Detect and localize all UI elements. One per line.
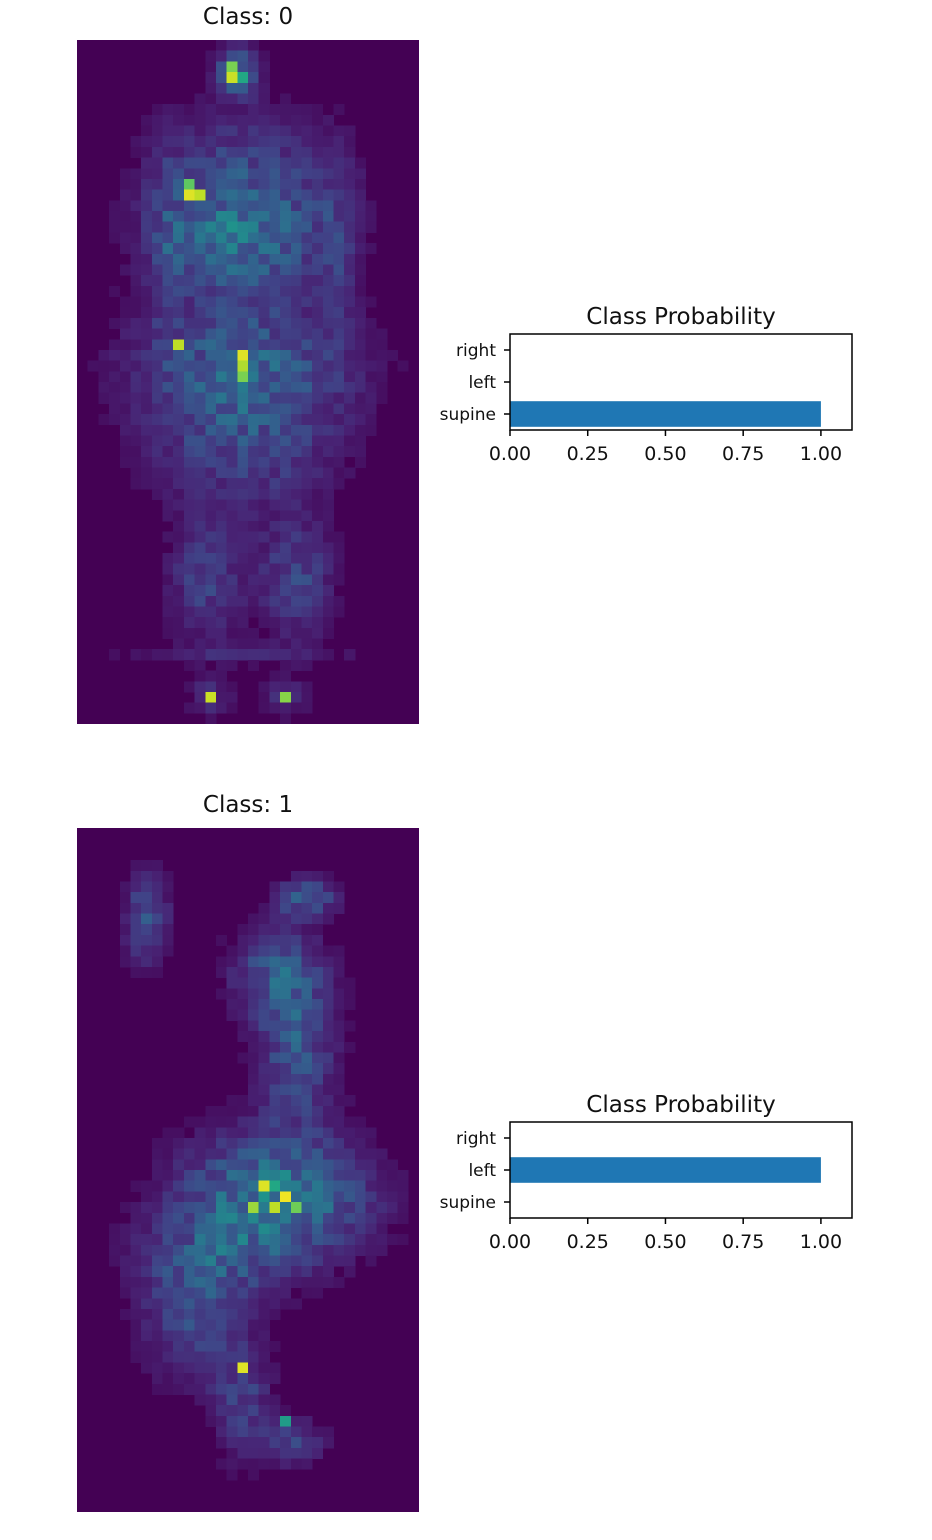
ytick-label-supine: supine — [440, 1193, 496, 1213]
chart-title-0: Class Probability — [586, 304, 775, 330]
xtick-label: 0.25 — [567, 1231, 609, 1253]
plot-frame — [509, 333, 853, 431]
heatmap-cells — [87, 40, 409, 724]
xtick-label: 0.00 — [489, 1231, 531, 1253]
xtick-label: 0.75 — [722, 1231, 764, 1253]
probability-chart-0-svg: Class Probability supine left right 0.00 0.25… — [440, 304, 853, 465]
pressure-heatmap-1 — [77, 828, 419, 1512]
ytick-label-right: right — [456, 341, 496, 361]
xtick-label: 1.00 — [800, 1231, 842, 1253]
heatmap-cells — [109, 860, 409, 1481]
probability-chart-0: Class Probability supine left right 0.00 0.25… — [430, 298, 870, 473]
xtick-label: 1.00 — [800, 443, 842, 465]
heatmap-1-svg — [109, 860, 409, 1481]
xtick-label: 0.75 — [722, 443, 764, 465]
probability-chart-1-svg: Class Probability supine left right 0.00 0.25… — [440, 1092, 853, 1253]
xtick-label: 0.00 — [489, 443, 531, 465]
bar-left — [510, 1157, 821, 1183]
xtick-label: 0.50 — [644, 1231, 686, 1253]
image-title-1: Class: 1 — [202, 792, 294, 818]
ytick-label-right: right — [456, 1129, 496, 1149]
plot-frame — [509, 1121, 853, 1219]
heatmap-0-svg — [87, 40, 409, 724]
ytick-label-left: left — [468, 1161, 496, 1181]
xtick-label: 0.50 — [644, 443, 686, 465]
probability-chart-1: Class Probability supine left right 0.00 0.25… — [430, 1086, 870, 1261]
bar-supine — [510, 401, 821, 427]
ytick-label-supine: supine — [440, 405, 496, 425]
xtick-label: 0.25 — [567, 443, 609, 465]
pressure-heatmap-0 — [77, 40, 419, 724]
ytick-label-left: left — [468, 373, 496, 393]
image-title-0: Class: 0 — [202, 4, 294, 30]
chart-title-1: Class Probability — [586, 1092, 775, 1118]
